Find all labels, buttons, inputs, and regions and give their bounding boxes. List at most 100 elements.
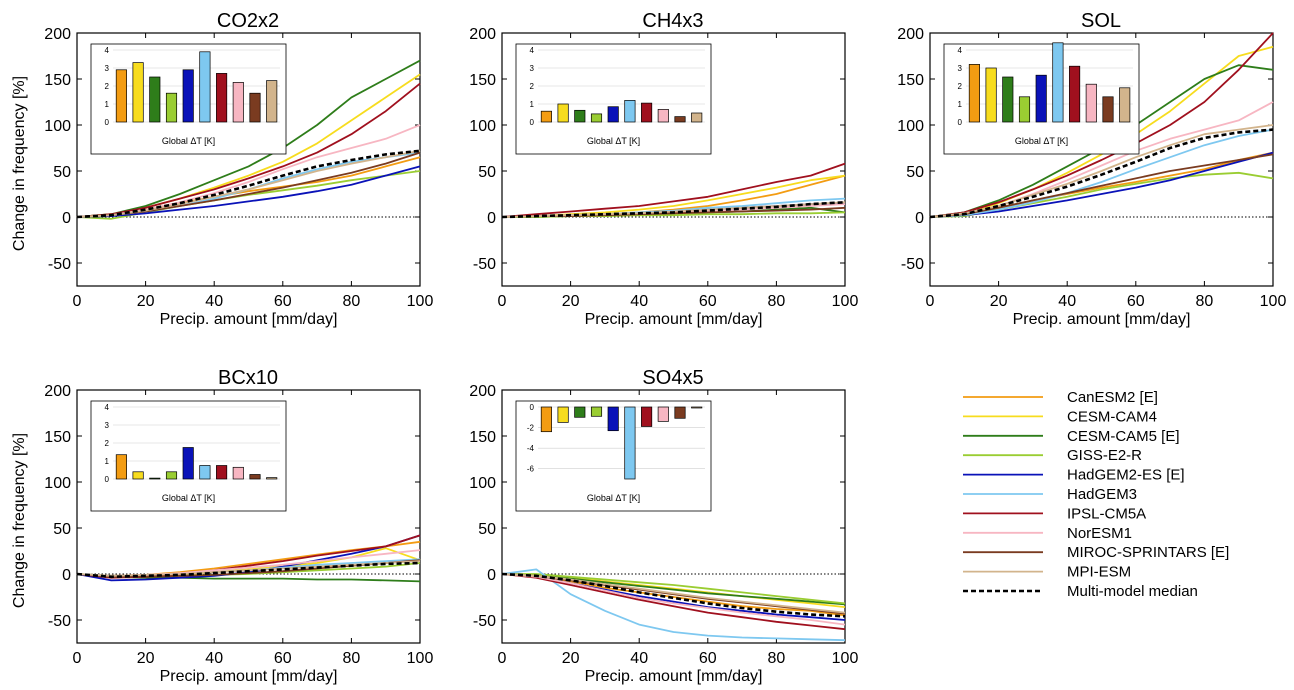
inset-tick-label: 3	[105, 64, 110, 73]
inset-bar-noresm1	[232, 466, 244, 480]
inset-bar-noresm1	[657, 109, 669, 123]
inset-bar-chart: 0 1 2 3 4 Global ΔT [K]	[90, 400, 287, 512]
inset-tick-label: 1	[105, 100, 110, 109]
inset-bar-cesm-cam5-e	[149, 477, 161, 480]
legend-label: CanESM2 [E]	[1067, 389, 1158, 406]
inset-bar-giss-e2-r	[1018, 96, 1031, 123]
inset-bar-hadgem3	[624, 406, 636, 480]
x-tick-label: 0	[926, 293, 935, 310]
x-tick-label: 40	[1058, 293, 1076, 310]
inset-bar-cesm-cam4	[985, 67, 997, 123]
series-line-cesm-cam5-e	[76, 59, 421, 218]
legend-label: CESM-CAM5 [E]	[1067, 428, 1180, 445]
inset-tick-label: 1	[530, 100, 535, 109]
x-axis-label: Precip. amount [mm/day]	[585, 668, 763, 685]
inset-tick-label: 0	[530, 403, 535, 412]
x-tick-label: 60	[699, 293, 717, 310]
x-axis-label: Precip. amount [mm/day]	[160, 311, 338, 328]
series-line-multi-model-median	[76, 149, 421, 219]
inset-bar-giss-e2-r	[165, 471, 178, 480]
inset-tick-label: 0	[958, 118, 963, 127]
x-tick-label: 0	[498, 293, 507, 310]
inset-tick-label: -2	[527, 424, 535, 433]
x-axis-label: Precip. amount [mm/day]	[160, 668, 338, 685]
inset-tick-label: 4	[530, 46, 535, 55]
y-tick-label: 200	[44, 383, 71, 400]
x-tick-label: 60	[274, 650, 292, 667]
inset-tick-label: 0	[530, 118, 535, 127]
x-tick-label: 20	[562, 293, 580, 310]
x-tick-label: 80	[768, 293, 786, 310]
inset-tick-label: -6	[527, 465, 535, 474]
inset-bar-miroc-sprintars-e	[249, 92, 261, 123]
x-tick-label: 20	[562, 650, 580, 667]
series-line-noresm1	[501, 573, 846, 626]
x-tick-label: 0	[73, 650, 82, 667]
inset-bar-canesm2-e	[968, 64, 980, 123]
inset-tick-label: 4	[958, 46, 963, 55]
y-tick-label: 50	[906, 164, 924, 181]
inset-bar-canesm2-e	[115, 454, 127, 480]
inset-bar-miroc-sprintars-e	[249, 474, 261, 480]
y-tick-label: -50	[901, 256, 924, 273]
y-tick-label: -50	[473, 613, 496, 630]
y-tick-label: 200	[44, 26, 71, 43]
y-tick-label: 200	[469, 26, 496, 43]
inset-bar-ipsl-cm5a	[1069, 65, 1081, 123]
inset-bar-mpi-esm	[266, 80, 278, 123]
legend: CanESM2 [E] CESM-CAM4 CESM-CAM5 [E] GISS-E2…	[963, 389, 1229, 600]
inset-bar-mpi-esm	[1119, 87, 1131, 123]
inset-bar-cesm-cam4	[132, 471, 144, 480]
legend-label: MIROC-SPRINTARS [E]	[1067, 544, 1229, 561]
inset-bar-cesm-cam5-e	[1002, 76, 1014, 123]
x-tick-label: 20	[137, 650, 155, 667]
panel-title: SOL	[1081, 10, 1121, 32]
inset-axis-label: Global ΔT [K]	[587, 493, 640, 503]
y-tick-label: 50	[53, 521, 71, 538]
inset-bar-cesm-cam4	[557, 103, 569, 123]
series-line-ipsl-cm5a	[929, 32, 1274, 218]
y-tick-label: 150	[44, 72, 71, 89]
inset-bar-cesm-cam5-e	[149, 76, 161, 123]
inset-bar-cesm-cam5-e	[574, 406, 586, 418]
inset-bar-chart: 0 1 2 3 4 Global ΔT [K]	[515, 43, 712, 155]
inset-bar-miroc-sprintars-e	[674, 116, 686, 123]
y-tick-label: -50	[48, 613, 71, 630]
inset-tick-label: 2	[530, 82, 535, 91]
x-tick-label: 100	[407, 293, 434, 310]
x-tick-label: 100	[407, 650, 434, 667]
inset-bar-giss-e2-r	[165, 92, 178, 123]
y-tick-label: 150	[469, 429, 496, 446]
y-tick-label: 100	[44, 475, 71, 492]
inset-axis-label: Global ΔT [K]	[1015, 136, 1068, 146]
y-tick-label: -50	[48, 256, 71, 273]
inset-tick-label: 4	[105, 46, 110, 55]
inset-bar-giss-e2-r	[590, 406, 603, 417]
inset-bar-hadgem3	[199, 51, 211, 123]
x-tick-label: 60	[699, 650, 717, 667]
y-tick-label: 100	[897, 118, 924, 135]
x-axis-label: Precip. amount [mm/day]	[1013, 311, 1191, 328]
inset-bar-cesm-cam4	[132, 62, 144, 123]
y-tick-label: 0	[62, 210, 71, 227]
inset-bar-mpi-esm	[691, 406, 703, 409]
inset-axis-label: Global ΔT [K]	[587, 136, 640, 146]
x-tick-label: 60	[274, 293, 292, 310]
x-tick-label: 80	[1196, 293, 1214, 310]
inset-tick-label: 3	[105, 421, 110, 430]
y-tick-label: 0	[487, 567, 496, 584]
inset-bar-hadgem2-es-e	[182, 69, 194, 123]
y-tick-label: -50	[473, 256, 496, 273]
inset-tick-label: 1	[958, 100, 963, 109]
y-tick-label: 150	[469, 72, 496, 89]
y-tick-label: 100	[469, 118, 496, 135]
inset-tick-label: 1	[105, 457, 110, 466]
inset-bar-giss-e2-r	[590, 113, 603, 123]
panel-so4x5: SO4x5 200 150 100 50 0 -50 0 20 40 60 80 100 Precip. …	[469, 367, 858, 685]
inset-bar-noresm1	[657, 406, 669, 422]
inset-bar-ipsl-cm5a	[641, 406, 653, 427]
inset-bar-ipsl-cm5a	[216, 465, 228, 480]
